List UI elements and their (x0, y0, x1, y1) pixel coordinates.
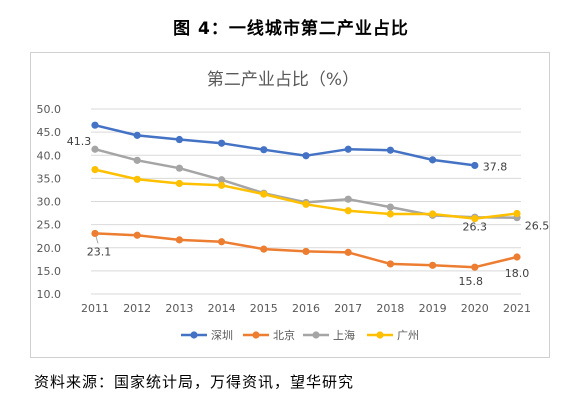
x-tick-label: 2013 (165, 302, 193, 315)
data-point (386, 260, 394, 268)
data-point (429, 261, 437, 269)
data-point (91, 121, 99, 129)
x-tick-label: 2014 (208, 302, 236, 315)
legend-item: 广州 (367, 329, 419, 342)
data-point (386, 210, 394, 218)
y-tick-label: 35.0 (37, 172, 62, 185)
data-point (175, 164, 183, 172)
y-axis-ticks: 50.0 45.0 40.0 35.0 30.0 25.0 20.0 15.0 10.0 (37, 103, 62, 301)
data-point (91, 165, 99, 174)
data-point (429, 210, 437, 218)
legend-marker (312, 331, 320, 339)
data-point (260, 146, 268, 154)
y-tick-label: 15.0 (37, 265, 62, 278)
data-point (302, 152, 310, 160)
leader-line (95, 236, 99, 244)
y-tick-label: 50.0 (37, 103, 62, 116)
data-point (513, 253, 521, 261)
y-tick-label: 25.0 (37, 219, 62, 232)
data-point (133, 175, 141, 183)
data-point (344, 145, 352, 153)
x-tick-label: 2017 (334, 302, 362, 315)
data-point (513, 209, 521, 218)
x-tick-label: 2015 (250, 302, 278, 315)
figure-title: 图 4：一线城市第二产业占比 (173, 19, 409, 39)
series-2 (91, 229, 521, 271)
y-tick-label: 10.0 (37, 288, 62, 301)
x-tick-label: 2012 (123, 302, 151, 315)
data-point (302, 247, 310, 256)
x-tick-label: 2011 (81, 302, 109, 315)
data-point (218, 181, 226, 189)
legend-item: 北京 (243, 328, 295, 342)
legend-label: 深圳 (211, 329, 233, 342)
legend-marker (252, 331, 260, 339)
data-point (218, 139, 226, 147)
x-tick-label: 2016 (292, 302, 320, 315)
legend-item: 深圳 (181, 329, 233, 342)
data-point (344, 248, 352, 256)
data-point (218, 176, 226, 184)
chart-frame: 第二产业占比（%） 50.0 45.0 40.0 35.0 30.0 25.0 20.0 15… (30, 52, 550, 358)
data-point (429, 156, 437, 164)
data-point (91, 145, 99, 153)
data-label: 18.0 (505, 267, 530, 280)
data-point (260, 190, 268, 198)
legend-marker (190, 331, 198, 339)
data-point (471, 161, 479, 170)
data-label: 26.3 (463, 221, 488, 234)
data-point (344, 207, 352, 215)
series-line (94, 123, 475, 167)
data-label: 23.1 (87, 245, 112, 258)
data-point (386, 203, 394, 211)
data-label: 41.3 (67, 135, 92, 148)
series-line (94, 168, 518, 220)
data-point (133, 231, 141, 239)
data-labels: 37.8 23.1 15.8 18.0 41.3 26.5 26.3 (67, 135, 550, 288)
x-axis-ticks: 2011 2012 2013 2014 2015 2016 2017 2018 2019 2020… (81, 302, 531, 315)
data-label: 15.8 (459, 275, 484, 288)
x-tick-label: 2021 (503, 302, 531, 315)
series-4 (91, 165, 521, 223)
y-tick-label: 45.0 (37, 126, 62, 139)
data-label: 26.5 (525, 220, 550, 233)
data-point (260, 245, 268, 253)
data-point (91, 229, 99, 238)
x-tick-label: 2019 (419, 302, 447, 315)
data-point (471, 263, 479, 271)
legend-label: 上海 (333, 328, 355, 342)
chart-title: 第二产业占比（%） (207, 70, 359, 90)
data-point (175, 236, 183, 244)
y-tick-label: 40.0 (37, 149, 62, 162)
data-point (133, 131, 141, 139)
data-point (471, 215, 479, 223)
x-tick-label: 2018 (376, 302, 404, 315)
x-tick-label: 2020 (461, 302, 489, 315)
legend-marker (376, 331, 384, 339)
data-point (386, 146, 394, 154)
data-point (175, 179, 183, 188)
y-tick-label: 20.0 (37, 242, 62, 255)
source-note: 资料来源：国家统计局，万得资讯，望华研究 (34, 373, 355, 391)
y-tick-label: 30.0 (37, 196, 62, 209)
data-point (344, 195, 352, 203)
legend: 深圳 北京 上海 广州 (181, 328, 419, 342)
data-point (175, 135, 183, 144)
legend-label: 广州 (397, 329, 419, 342)
series-1 (91, 121, 479, 170)
legend-label: 北京 (273, 328, 295, 342)
legend-item: 上海 (303, 328, 355, 342)
series-lines (91, 121, 521, 271)
line-chart: 第二产业占比（%） 50.0 45.0 40.0 35.0 30.0 25.0 20.0 15… (37, 70, 550, 342)
data-point (133, 156, 141, 164)
data-point (218, 238, 226, 246)
data-point (302, 200, 310, 208)
data-label: 37.8 (483, 160, 508, 173)
